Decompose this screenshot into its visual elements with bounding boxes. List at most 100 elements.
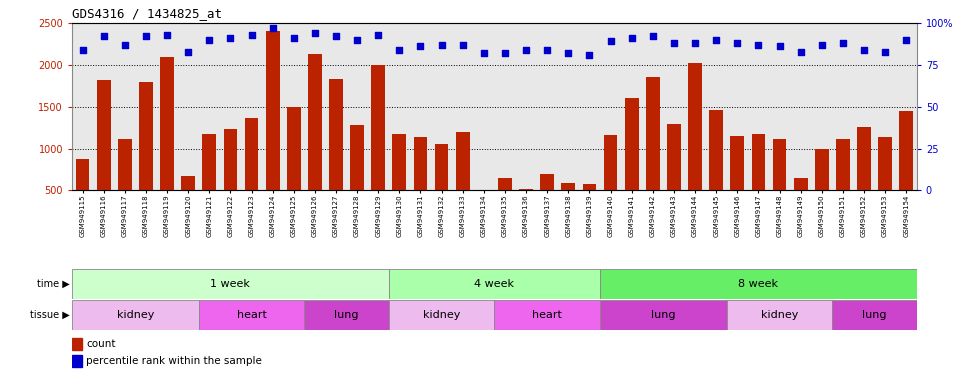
Bar — [583, 184, 596, 232]
Bar — [350, 125, 364, 232]
Bar — [389, 300, 494, 330]
Point — [835, 40, 851, 46]
Text: 4 week: 4 week — [474, 279, 515, 289]
Point — [202, 37, 217, 43]
Point — [751, 42, 766, 48]
Bar — [519, 189, 533, 232]
Point — [540, 47, 555, 53]
Text: lung: lung — [862, 310, 887, 320]
Bar — [646, 78, 660, 232]
Bar — [625, 98, 638, 232]
Bar — [118, 139, 132, 232]
Point — [180, 48, 196, 55]
Bar — [773, 139, 786, 232]
Point — [328, 33, 344, 40]
Bar — [477, 190, 491, 232]
Point — [455, 42, 470, 48]
Text: count: count — [86, 339, 116, 349]
Point — [582, 52, 597, 58]
Point — [307, 30, 323, 36]
Bar — [372, 65, 385, 232]
Bar — [72, 338, 83, 349]
Text: tissue ▶: tissue ▶ — [31, 310, 70, 320]
Text: kidney: kidney — [423, 310, 460, 320]
Bar — [224, 129, 237, 232]
Bar — [562, 183, 575, 232]
Point — [877, 48, 893, 55]
Bar — [72, 355, 83, 367]
Bar — [456, 132, 469, 232]
Bar — [76, 159, 89, 232]
Bar — [731, 136, 744, 232]
Point — [497, 50, 513, 56]
Text: heart: heart — [236, 310, 267, 320]
Bar — [414, 137, 427, 232]
Point — [603, 38, 618, 45]
Point — [75, 47, 90, 53]
Text: lung: lung — [651, 310, 676, 320]
Point — [371, 32, 386, 38]
Text: percentile rank within the sample: percentile rank within the sample — [86, 356, 262, 366]
Bar — [794, 178, 807, 232]
Bar — [435, 144, 448, 232]
Point — [899, 37, 914, 43]
Bar — [72, 269, 389, 299]
Bar — [304, 300, 389, 330]
Point — [666, 40, 682, 46]
Bar — [245, 119, 258, 232]
Bar — [329, 79, 343, 232]
Text: 8 week: 8 week — [738, 279, 779, 289]
Bar — [389, 269, 600, 299]
Bar — [604, 135, 617, 232]
Point — [117, 42, 132, 48]
Bar — [600, 300, 727, 330]
Point — [413, 43, 428, 50]
Text: time ▶: time ▶ — [37, 279, 70, 289]
Bar — [815, 149, 828, 232]
Text: kidney: kidney — [761, 310, 798, 320]
Point — [434, 42, 449, 48]
Bar — [203, 134, 216, 232]
Bar — [72, 300, 199, 330]
Bar — [832, 300, 917, 330]
Point — [561, 50, 576, 56]
Bar — [494, 300, 600, 330]
Bar — [287, 107, 300, 232]
Bar — [857, 127, 871, 232]
Point — [159, 32, 175, 38]
Point — [518, 47, 534, 53]
Point — [138, 33, 154, 40]
Text: kidney: kidney — [117, 310, 154, 320]
Point — [687, 40, 703, 46]
Point — [223, 35, 238, 41]
Point — [624, 35, 639, 41]
Bar — [393, 134, 406, 232]
Bar — [97, 80, 110, 232]
Bar — [878, 137, 892, 232]
Bar — [540, 174, 554, 232]
Bar — [709, 110, 723, 232]
Point — [349, 37, 365, 43]
Bar — [752, 134, 765, 232]
Point — [856, 47, 872, 53]
Bar — [498, 178, 512, 232]
Bar — [139, 82, 153, 232]
Point — [244, 32, 259, 38]
Bar — [308, 54, 322, 232]
Bar — [199, 300, 304, 330]
Bar — [667, 124, 681, 232]
Point — [96, 33, 111, 40]
Bar — [836, 139, 850, 232]
Bar — [266, 31, 279, 232]
Bar — [727, 300, 832, 330]
Text: GDS4316 / 1434825_at: GDS4316 / 1434825_at — [72, 7, 222, 20]
Bar — [181, 176, 195, 232]
Text: lung: lung — [334, 310, 359, 320]
Point — [708, 37, 724, 43]
Point — [286, 35, 301, 41]
Text: 1 week: 1 week — [210, 279, 251, 289]
Point — [265, 25, 280, 31]
Point — [772, 43, 787, 50]
Point — [392, 47, 407, 53]
Bar — [900, 111, 913, 232]
